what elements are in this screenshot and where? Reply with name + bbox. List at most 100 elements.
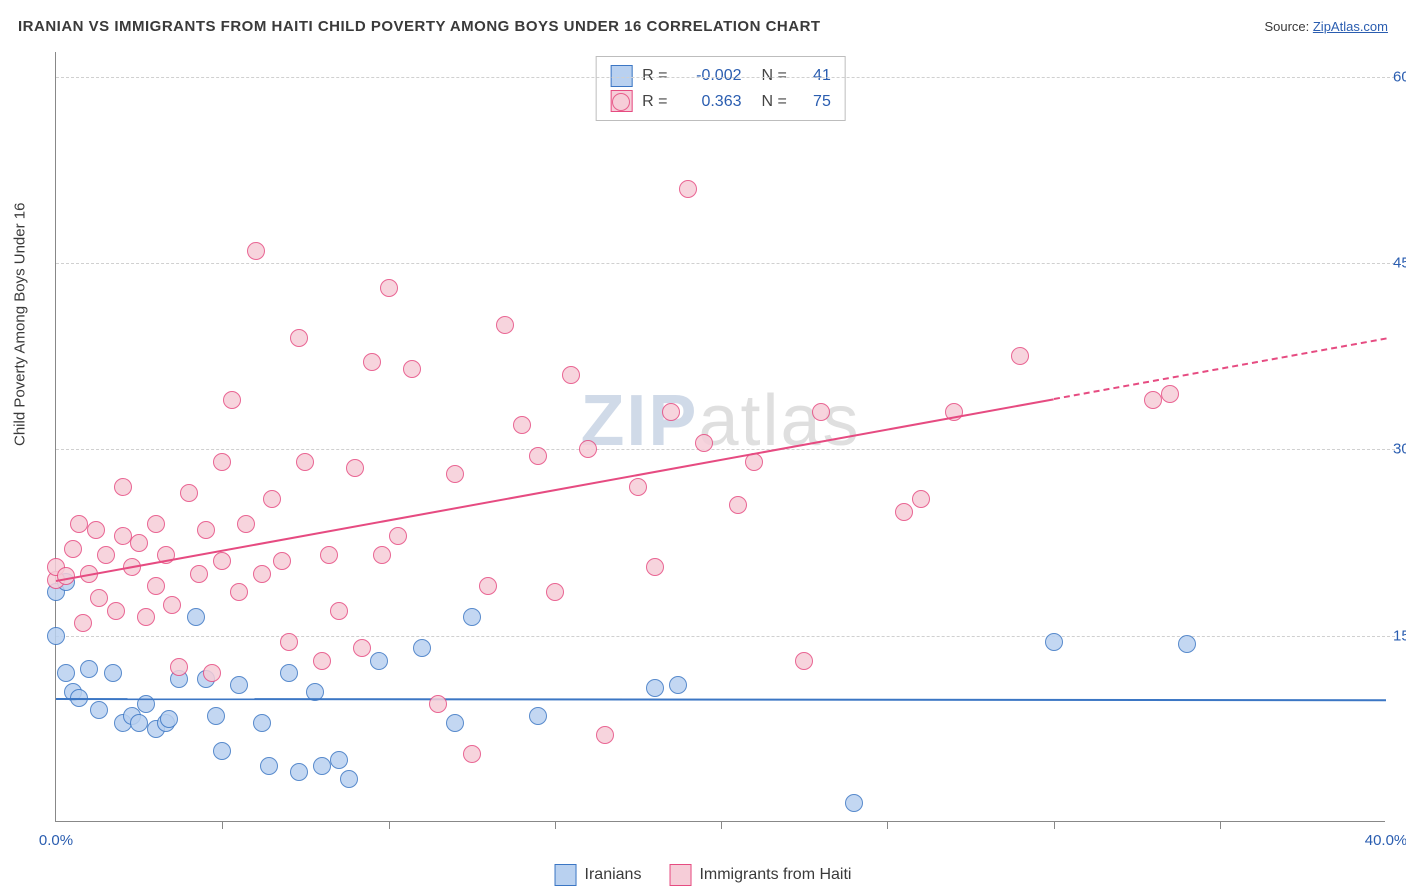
- x-tick-label: 40.0%: [1365, 832, 1406, 849]
- scatter-point: [187, 608, 205, 626]
- scatter-point: [729, 496, 747, 514]
- scatter-point: [662, 403, 680, 421]
- scatter-point: [273, 552, 291, 570]
- scatter-point: [313, 757, 331, 775]
- source-prefix: Source:: [1264, 19, 1312, 34]
- scatter-point: [845, 794, 863, 812]
- scatter-point: [463, 745, 481, 763]
- scatter-point: [546, 583, 564, 601]
- x-tick: [389, 821, 390, 829]
- scatter-point: [203, 664, 221, 682]
- y-tick-label: 60.0%: [1393, 68, 1406, 85]
- scatter-point: [197, 521, 215, 539]
- scatter-point: [213, 552, 231, 570]
- stats-legend: R = -0.002N = 41R = 0.363N = 75: [595, 56, 846, 121]
- scatter-point: [280, 664, 298, 682]
- scatter-point: [280, 633, 298, 651]
- scatter-point: [1045, 633, 1063, 651]
- scatter-point: [237, 515, 255, 533]
- scatter-point: [230, 676, 248, 694]
- scatter-point: [290, 329, 308, 347]
- x-tick: [222, 821, 223, 829]
- scatter-point: [170, 658, 188, 676]
- scatter-point: [596, 726, 614, 744]
- y-tick-label: 15.0%: [1393, 627, 1406, 644]
- scatter-point: [64, 540, 82, 558]
- scatter-point: [795, 652, 813, 670]
- scatter-point: [346, 459, 364, 477]
- r-label: R =: [642, 89, 667, 115]
- gridline: [56, 77, 1395, 78]
- scatter-point: [223, 391, 241, 409]
- scatter-point: [389, 527, 407, 545]
- scatter-point: [562, 366, 580, 384]
- scatter-point: [260, 757, 278, 775]
- gridline: [56, 263, 1395, 264]
- scatter-point: [403, 360, 421, 378]
- scatter-point: [130, 714, 148, 732]
- trend-line: [56, 398, 1054, 582]
- scatter-point: [429, 695, 447, 713]
- scatter-point: [695, 434, 713, 452]
- scatter-point: [57, 664, 75, 682]
- scatter-point: [380, 279, 398, 297]
- x-tick: [1054, 821, 1055, 829]
- scatter-point: [353, 639, 371, 657]
- scatter-point: [1161, 385, 1179, 403]
- scatter-point: [147, 577, 165, 595]
- x-tick: [1220, 821, 1221, 829]
- x-tick: [555, 821, 556, 829]
- scatter-point: [679, 180, 697, 198]
- scatter-point: [70, 515, 88, 533]
- scatter-point: [912, 490, 930, 508]
- scatter-point: [446, 714, 464, 732]
- n-value: 41: [797, 63, 831, 89]
- scatter-point: [190, 565, 208, 583]
- trend-line: [56, 698, 1386, 701]
- scatter-point: [80, 660, 98, 678]
- scatter-point: [253, 714, 271, 732]
- scatter-point: [330, 751, 348, 769]
- scatter-point: [114, 527, 132, 545]
- legend-swatch: [555, 864, 577, 886]
- scatter-point: [363, 353, 381, 371]
- scatter-point: [47, 627, 65, 645]
- scatter-point: [74, 614, 92, 632]
- scatter-point: [446, 465, 464, 483]
- y-tick-label: 30.0%: [1393, 441, 1406, 458]
- legend-label: Immigrants from Haiti: [699, 866, 851, 884]
- scatter-point: [1178, 635, 1196, 653]
- scatter-point: [812, 403, 830, 421]
- stats-legend-row: R = 0.363N = 75: [610, 89, 831, 115]
- scatter-point: [163, 596, 181, 614]
- scatter-point: [97, 546, 115, 564]
- n-label: N =: [762, 63, 787, 89]
- scatter-point: [646, 679, 664, 697]
- scatter-point: [180, 484, 198, 502]
- legend-item: Immigrants from Haiti: [669, 864, 851, 886]
- scatter-point: [629, 478, 647, 496]
- scatter-point: [130, 534, 148, 552]
- scatter-point: [463, 608, 481, 626]
- legend-swatch: [610, 65, 632, 87]
- trend-line: [1053, 338, 1386, 401]
- scatter-point: [114, 478, 132, 496]
- chart-container: IRANIAN VS IMMIGRANTS FROM HAITI CHILD P…: [0, 0, 1406, 892]
- scatter-point: [137, 608, 155, 626]
- x-tick-label: 0.0%: [39, 832, 73, 849]
- legend-label: Iranians: [585, 866, 642, 884]
- scatter-point: [413, 639, 431, 657]
- scatter-point: [612, 93, 630, 111]
- scatter-point: [529, 447, 547, 465]
- legend-item: Iranians: [555, 864, 642, 886]
- source-attribution: Source: ZipAtlas.com: [1264, 19, 1388, 34]
- source-link[interactable]: ZipAtlas.com: [1313, 19, 1388, 34]
- scatter-point: [579, 440, 597, 458]
- scatter-point: [290, 763, 308, 781]
- n-value: 75: [797, 89, 831, 115]
- x-tick: [721, 821, 722, 829]
- scatter-point: [90, 589, 108, 607]
- chart-title: IRANIAN VS IMMIGRANTS FROM HAITI CHILD P…: [18, 18, 821, 35]
- scatter-point: [104, 664, 122, 682]
- scatter-point: [87, 521, 105, 539]
